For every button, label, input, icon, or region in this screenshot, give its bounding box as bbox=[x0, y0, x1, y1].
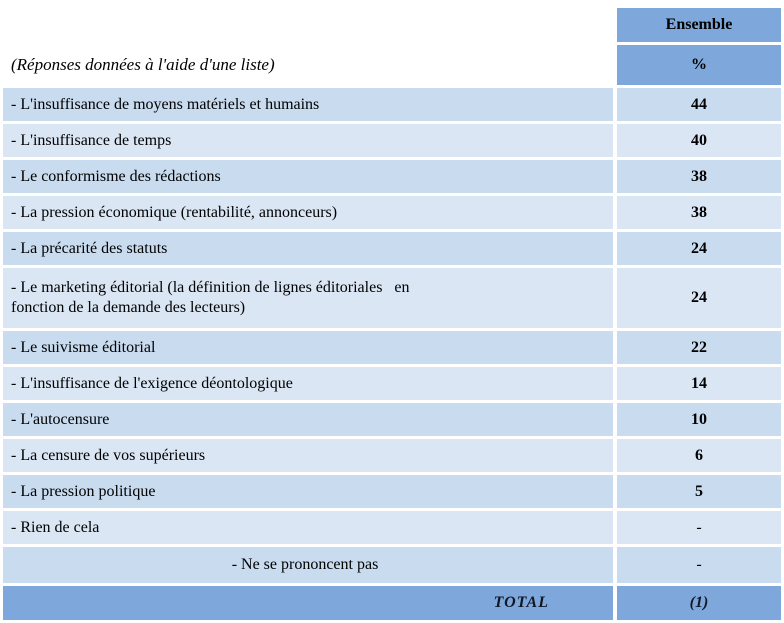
row-value: 5 bbox=[617, 475, 781, 508]
table-row: - Le marketing éditorial (la définition … bbox=[3, 268, 781, 328]
row-label: - La pression économique (rentabilité, a… bbox=[3, 196, 613, 229]
row-label: - L'insuffisance de moyens matériels et … bbox=[3, 88, 613, 121]
total-value: (1) bbox=[617, 586, 781, 620]
row-value: 38 bbox=[617, 160, 781, 193]
row-label: - Le conformisme des rédactions bbox=[3, 160, 613, 193]
row-label: - Ne se prononcent pas bbox=[3, 547, 613, 583]
table-row: - Ne se prononcent pas - bbox=[3, 547, 781, 583]
table-row: - La censure de vos supérieurs 6 bbox=[3, 439, 781, 472]
column-header-ensemble: Ensemble bbox=[617, 8, 781, 42]
row-value: 6 bbox=[617, 439, 781, 472]
table-row: - L'autocensure 10 bbox=[3, 403, 781, 436]
total-label: TOTAL bbox=[3, 586, 613, 620]
table-row: - La pression politique 5 bbox=[3, 475, 781, 508]
header-left-spacer bbox=[3, 8, 613, 42]
table-row: - L'insuffisance de l'exigence déontolog… bbox=[3, 367, 781, 400]
table-row: - L'insuffisance de temps 40 bbox=[3, 124, 781, 157]
table-body: - L'insuffisance de moyens matériels et … bbox=[3, 88, 781, 583]
row-value: 40 bbox=[617, 124, 781, 157]
table-row: - L'insuffisance de moyens matériels et … bbox=[3, 88, 781, 121]
row-value: 22 bbox=[617, 331, 781, 364]
row-value: 14 bbox=[617, 367, 781, 400]
row-label: - L'insuffisance de temps bbox=[3, 124, 613, 157]
row-label: - La précarité des statuts bbox=[3, 232, 613, 265]
header-row-unit: (Réponses données à l'aide d'une liste) … bbox=[3, 45, 781, 85]
column-header-percent: % bbox=[617, 45, 781, 85]
table-row: - Rien de cela - bbox=[3, 511, 781, 544]
row-value: 38 bbox=[617, 196, 781, 229]
table-row: - La pression économique (rentabilité, a… bbox=[3, 196, 781, 229]
total-row: TOTAL (1) bbox=[3, 586, 781, 620]
row-label: - Le suivisme éditorial bbox=[3, 331, 613, 364]
table-row: - Le suivisme éditorial 22 bbox=[3, 331, 781, 364]
row-label: - L'autocensure bbox=[3, 403, 613, 436]
row-value: - bbox=[617, 511, 781, 544]
table-row: - La précarité des statuts 24 bbox=[3, 232, 781, 265]
row-label: - Le marketing éditorial (la définition … bbox=[3, 268, 613, 328]
row-value: 44 bbox=[617, 88, 781, 121]
row-label: - L'insuffisance de l'exigence déontolog… bbox=[3, 367, 613, 400]
row-value: 10 bbox=[617, 403, 781, 436]
table-row: - Le conformisme des rédactions 38 bbox=[3, 160, 781, 193]
row-value: 24 bbox=[617, 232, 781, 265]
table-caption: (Réponses données à l'aide d'une liste) bbox=[3, 45, 613, 85]
header-row-ensemble: Ensemble bbox=[3, 8, 781, 42]
row-label: - Rien de cela bbox=[3, 511, 613, 544]
row-value: 24 bbox=[617, 268, 781, 328]
row-label: - La censure de vos supérieurs bbox=[3, 439, 613, 472]
row-value: - bbox=[617, 547, 781, 583]
row-label: - La pression politique bbox=[3, 475, 613, 508]
